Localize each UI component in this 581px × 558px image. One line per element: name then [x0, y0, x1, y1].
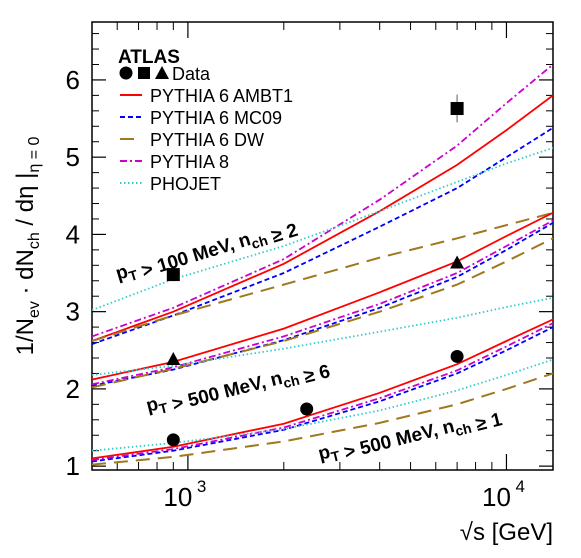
x-tick-label: 10 — [163, 482, 192, 512]
data-point-triangle — [450, 255, 465, 269]
series-line-pythia-6-dw-band-3 — [92, 372, 553, 466]
y-tick-label: 1 — [66, 451, 80, 481]
legend-label: PYTHIA 6 DW — [150, 130, 264, 150]
series-line-pythia-6-mc09-band-3 — [92, 326, 553, 463]
x-axis-title: √s [GeV] — [460, 519, 553, 546]
y-tick-label: 4 — [66, 219, 80, 249]
y-tick-label: 2 — [66, 374, 80, 404]
y-tick-label: 6 — [66, 65, 80, 95]
atlas-label: ATLAS — [118, 47, 180, 68]
legend-label: PYTHIA 6 MC09 — [150, 108, 282, 128]
legend-label: PHOJET — [150, 174, 221, 194]
data-point-triangle — [166, 352, 181, 366]
data-point-square — [166, 268, 180, 282]
series-line-pythia-8-band-1 — [92, 63, 553, 338]
band-label-group: pT > 100 MeV, nch ≥ 2 — [113, 210, 300, 294]
data-point-circle — [166, 433, 180, 447]
plot-frame — [91, 21, 554, 471]
legend-marker-square — [138, 67, 150, 79]
x-tick-exponent: 4 — [515, 477, 524, 496]
y-tick-label: 5 — [66, 142, 80, 172]
series-line-pythia-6-mc09-band-2 — [92, 222, 553, 387]
band-label: pT > 100 MeV, nch ≥ 2 — [113, 210, 300, 294]
series-line-pythia-6-ambt1-band-2 — [92, 211, 553, 381]
data-point-circle — [300, 402, 314, 416]
data-layer — [166, 94, 465, 447]
series-line-pythia-8-band-2 — [92, 219, 553, 386]
legend-label: Data — [172, 64, 211, 84]
x-tick-label: 10 — [482, 482, 511, 512]
x-tick-exponent: 3 — [197, 477, 206, 496]
y-axis-title: 1/Nev · dNch / dη |η = 0 — [12, 136, 43, 355]
data-point-square — [450, 102, 464, 116]
y-axis-title-text: 1/Nev · dNch / dη |η = 0 — [12, 136, 43, 355]
data-point-circle — [450, 349, 464, 363]
y-tick-label: 3 — [66, 297, 80, 327]
legend-marker-circle — [119, 66, 133, 80]
series-line-phojet-band-2 — [92, 296, 553, 376]
series-line-pythia-6-ambt1-band-3 — [92, 318, 553, 460]
series-line-pythia-8-band-3 — [92, 322, 553, 461]
legend-label: PYTHIA 6 AMBT1 — [150, 86, 293, 106]
series-line-phojet-band-1 — [92, 147, 553, 311]
legend-label: PYTHIA 8 — [150, 152, 229, 172]
series-line-pythia-6-dw-band-2 — [92, 237, 553, 389]
series-line-pythia-6-dw-band-1 — [92, 211, 553, 342]
legend-marker-triangle — [155, 66, 169, 79]
